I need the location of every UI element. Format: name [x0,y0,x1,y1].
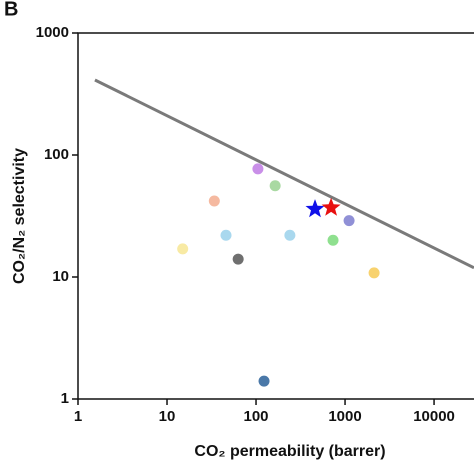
data-point [177,243,189,255]
star-point [305,199,325,218]
data-point [208,195,220,207]
data-point [252,163,264,175]
x-tick-label: 10 [159,408,176,425]
x-tick-label: 10000 [413,408,455,425]
data-point [220,229,232,241]
data-point [343,215,355,227]
y-tick-label: 100 [44,146,69,163]
data-point [368,267,380,279]
x-axis-label: CO₂ permeability (barrer) [194,443,385,460]
y-tick-label: 10 [52,268,69,285]
x-tick-label: 1 [74,408,82,425]
y-axis-label: CO₂/N₂ selectivity [11,148,28,284]
upper-bound-line [94,78,474,270]
y-tick-label: 1000 [36,24,69,41]
y-tick-label: 1 [61,390,69,407]
data-point [327,234,339,246]
star-point [321,197,341,216]
plot-frame [77,32,474,400]
data-point [284,229,296,241]
x-tick-label: 1000 [328,408,361,425]
data-point [232,253,244,265]
data-point [258,375,270,387]
x-tick-label: 100 [244,408,269,425]
data-point [269,180,281,192]
panel-label: B [4,0,18,20]
